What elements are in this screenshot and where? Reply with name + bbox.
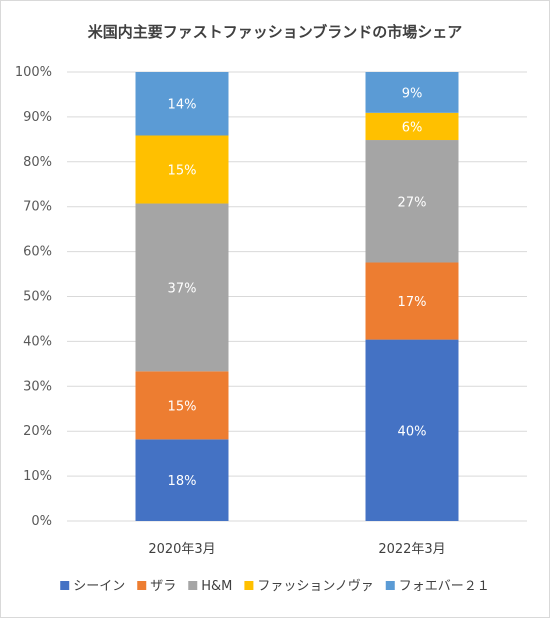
x-category-label: 2020年3月 [148,542,215,557]
legend-swatch [385,581,395,590]
bar-segment [365,72,459,113]
bar-segment [365,339,459,521]
legend-swatch [137,581,147,590]
y-tick-label: 50% [23,290,52,305]
data-label: 6% [402,120,423,135]
legend-item: ファッションノヴァ [244,578,374,594]
legend-item: H&M [188,579,232,594]
data-label: 27% [398,195,427,210]
y-tick-label: 30% [23,379,52,394]
y-tick-label: 100% [15,65,52,80]
bar-segment [135,371,229,440]
bar-segment [135,135,229,204]
legend-item: ザラ [137,579,176,594]
legend: シーイン ザラ H&M ファッションノヴァ フォエバー２１ [60,578,490,594]
bar-segment [365,140,459,263]
legend-swatch [244,581,254,590]
data-label: 37% [168,281,197,296]
y-tick-label: 70% [23,200,52,215]
data-label: 15% [168,399,197,414]
bar-segment [365,112,459,141]
bar-segment [135,203,229,372]
data-label: 17% [398,295,427,310]
data-label: 14% [168,98,197,113]
legend-item: シーイン [60,579,125,594]
legend-label: フォエバー２１ [399,579,490,594]
x-category-label: 2022年3月 [378,542,445,557]
data-label: 18% [168,474,197,489]
legend-swatch [188,581,198,590]
y-tick-label: 10% [23,469,52,484]
y-tick-label: 90% [23,110,52,125]
legend-label: ザラ [150,579,176,594]
y-tick-label: 0% [31,514,52,529]
bar-segment [135,439,229,521]
bars [135,72,459,521]
y-tick-label: 40% [23,334,52,349]
legend-item: フォエバー２１ [385,579,490,594]
data-label: 40% [398,424,427,439]
y-tick-label: 60% [23,245,52,260]
legend-swatch [60,581,70,590]
data-label: 15% [168,164,197,179]
chart-title: 米国内主要ファストファッションブランドの市場シェア [88,23,463,41]
y-axis-ticks: 0% 10% 20% 30% 40% 50% 60% 70% 80% 90% 100% [15,65,52,529]
legend-label: ファッションノヴァ [257,578,373,594]
data-labels: 18% 15% 37% 15% 14% 40% 17% 27% 6% 9% [168,86,427,489]
legend-label: H&M [201,579,232,594]
bar-segment [365,262,459,340]
bar-segment [135,72,229,136]
y-tick-label: 80% [23,155,52,170]
data-label: 9% [402,86,423,101]
legend-label: シーイン [73,579,125,594]
x-axis-categories: 2020年3月 2022年3月 [148,542,445,557]
y-tick-label: 20% [23,424,52,439]
